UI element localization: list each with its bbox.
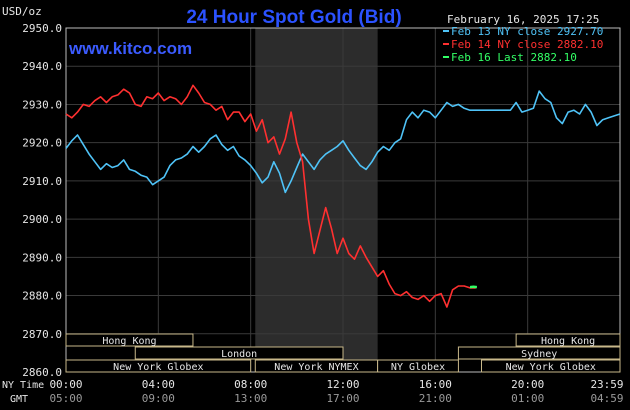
session-label: NY Globex	[391, 362, 445, 373]
session-label: Hong Kong	[102, 336, 156, 347]
y-tick-label: 2860.0	[22, 366, 62, 379]
x-tick-label-gmt: 13:00	[234, 392, 267, 405]
x-tick-label: 20:00	[511, 378, 544, 391]
session-box	[515, 333, 621, 347]
y-tick-label: 2890.0	[22, 251, 62, 264]
x-tick-label-gmt: 04:59	[590, 392, 623, 405]
legend-entry: Feb 14 NY close 2882.10	[451, 38, 603, 51]
session-box	[65, 333, 194, 347]
session-box	[134, 346, 344, 360]
x-tick-label: 08:00	[234, 378, 267, 391]
session-box	[481, 359, 621, 373]
session-label: Hong Kong	[541, 336, 595, 347]
series-line	[65, 90, 621, 194]
y-tick-label: 2930.0	[22, 98, 62, 111]
chart-title: 24 Hour Spot Gold (Bid)	[186, 7, 401, 28]
session-label: London	[221, 349, 257, 360]
y-axis-tick-labels: 2950.0 2940.0 2930.0 2920.0 2910.0 2900.0 2890…	[22, 22, 62, 379]
session-box	[65, 359, 252, 373]
x-tick-label-gmt: 05:00	[49, 392, 82, 405]
market-hours-shade	[255, 28, 378, 372]
session-box	[457, 346, 621, 360]
y-tick-label: 2940.0	[22, 60, 62, 73]
x-tick-label-gmt: 01:00	[511, 392, 544, 405]
session-box	[377, 359, 459, 373]
x-tick-label: 12:00	[326, 378, 359, 391]
y-tick-label: 2870.0	[22, 328, 62, 341]
x-tick-label: 04:00	[142, 378, 175, 391]
legend-entry: Feb 16 Last 2882.10	[451, 51, 577, 64]
x-tick-label: 00:00	[49, 378, 82, 391]
series-line	[65, 84, 476, 308]
y-tick-label: 2880.0	[22, 290, 62, 303]
x-tick-label-gmt: 09:00	[142, 392, 175, 405]
y-tick-label: 2920.0	[22, 137, 62, 150]
chart-timestamp: February 16, 2025 17:25	[447, 13, 599, 26]
series-lines	[65, 84, 621, 308]
session-label: New York Globex	[113, 362, 203, 373]
x-tick-label: 23:59	[590, 378, 623, 391]
site-url: www.kitco.com	[68, 39, 192, 58]
x-tick-label-gmt: 17:00	[326, 392, 359, 405]
legend-entry: Feb 13 NY close 2927.70	[451, 25, 603, 38]
gmt-label: GMT	[10, 394, 28, 405]
session-label: Sydney	[521, 349, 557, 360]
ny-time-label: NY Time	[2, 380, 44, 391]
x-tick-label-gmt: 21:00	[419, 392, 452, 405]
trading-sessions: Hong Kong Hong Kong London Sydney New York G…	[65, 333, 621, 373]
unit-label: USD/oz	[2, 5, 42, 18]
y-tick-label: 2950.0	[22, 22, 62, 35]
y-tick-label: 2910.0	[22, 175, 62, 188]
session-label: New York NYMEX	[274, 362, 358, 373]
y-tick-label: 2900.0	[22, 213, 62, 226]
session-label: New York Globex	[506, 362, 596, 373]
x-tick-label: 16:00	[419, 378, 452, 391]
